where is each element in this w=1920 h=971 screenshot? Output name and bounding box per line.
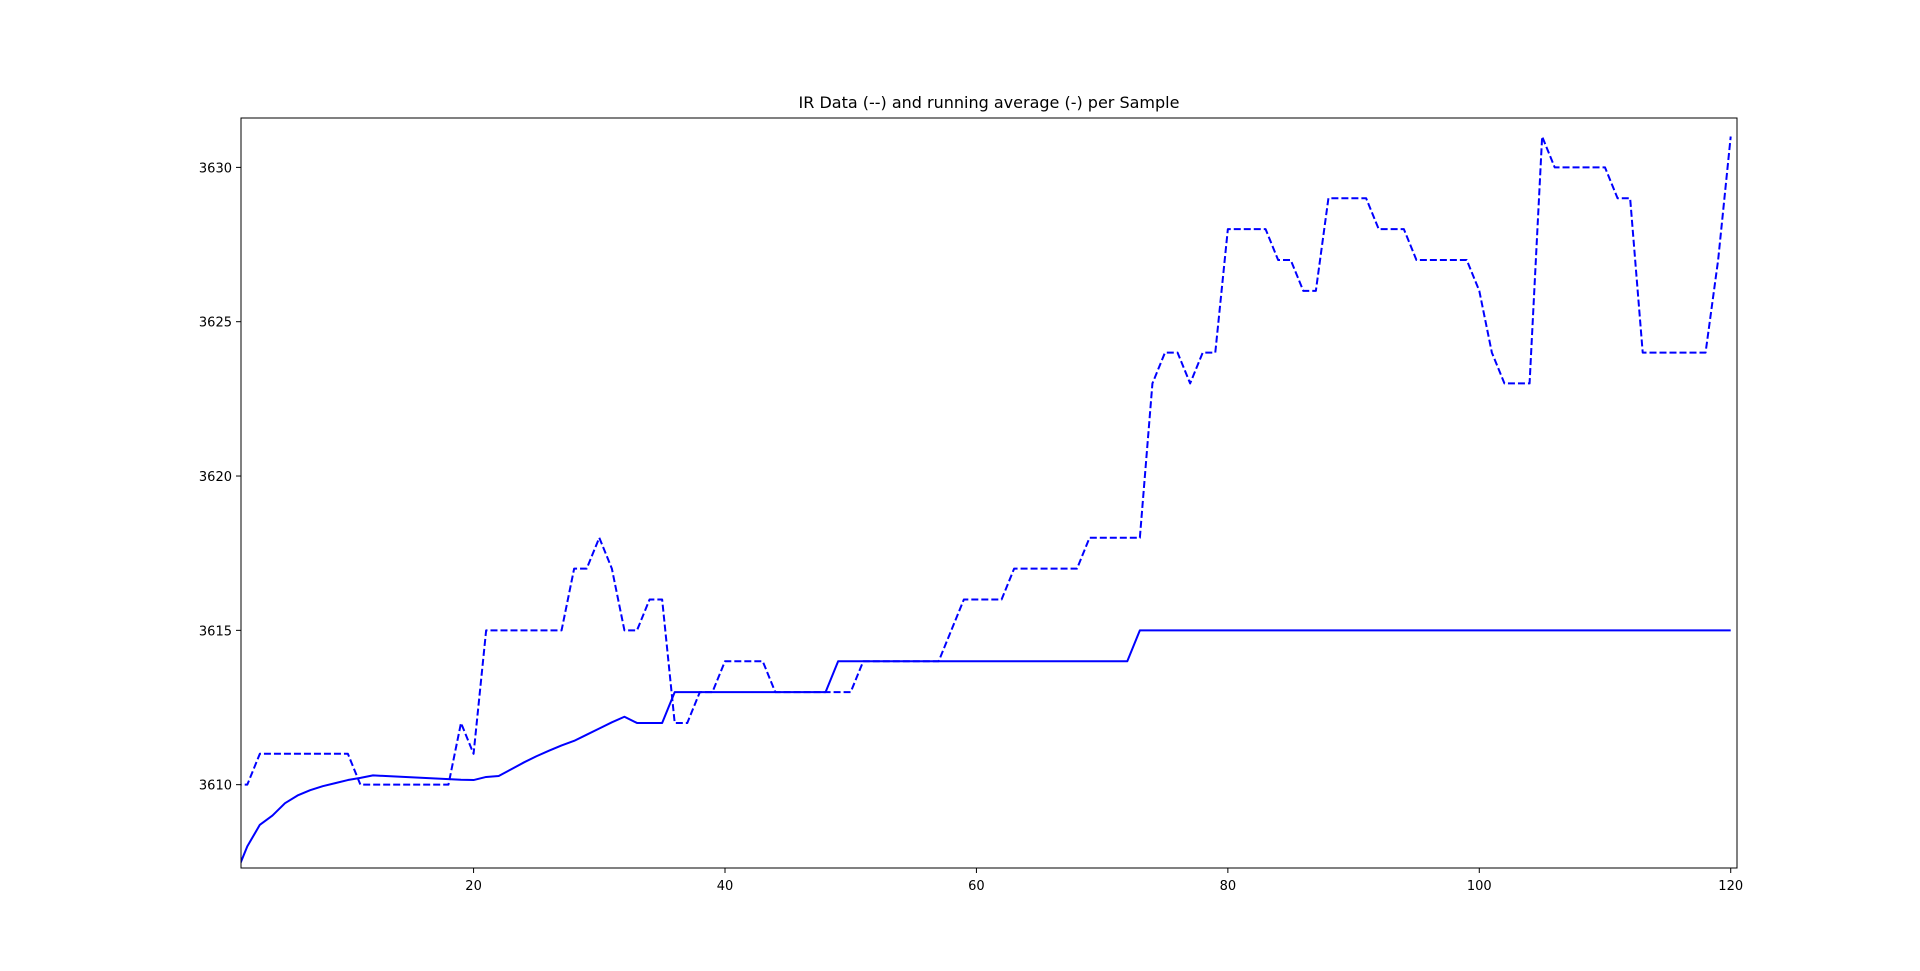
y-axis: 3610 3615 3620 3625 3630 bbox=[199, 161, 241, 794]
series-layer bbox=[241, 135, 1732, 865]
y-tick-label: 3625 bbox=[199, 316, 232, 331]
y-tick-label: 3615 bbox=[199, 624, 232, 639]
y-tick-label: 3610 bbox=[199, 779, 232, 794]
ir-data-line bbox=[241, 135, 1732, 786]
plot-frame bbox=[240, 117, 1738, 869]
chart-title: IR Data (--) and running average (-) per… bbox=[799, 93, 1180, 112]
x-tick-label: 20 bbox=[465, 879, 482, 894]
x-axis: 20 40 60 80 100 120 bbox=[465, 868, 1743, 894]
running-average-line bbox=[241, 629, 1731, 865]
y-tick-label: 3620 bbox=[199, 470, 232, 485]
x-tick-label: 60 bbox=[968, 879, 985, 894]
y-tick-label: 3630 bbox=[199, 161, 232, 176]
x-tick-label: 80 bbox=[1220, 879, 1237, 894]
x-tick-label: 40 bbox=[717, 879, 734, 894]
x-tick-label: 120 bbox=[1718, 879, 1743, 894]
x-tick-label: 100 bbox=[1467, 879, 1492, 894]
